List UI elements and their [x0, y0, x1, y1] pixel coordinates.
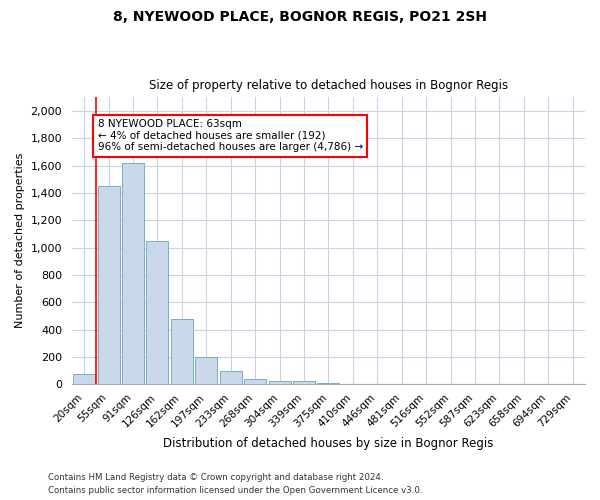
Bar: [98, 186, 119, 384]
Bar: [195, 357, 217, 384]
Bar: [73, 374, 95, 384]
Bar: [269, 381, 290, 384]
Bar: [220, 370, 242, 384]
Bar: [171, 318, 193, 384]
Bar: [293, 382, 315, 384]
Bar: [122, 163, 144, 384]
Y-axis label: Number of detached properties: Number of detached properties: [15, 153, 25, 328]
Bar: [317, 383, 340, 384]
Bar: [146, 241, 169, 384]
Title: Size of property relative to detached houses in Bognor Regis: Size of property relative to detached ho…: [149, 79, 508, 92]
Text: 8, NYEWOOD PLACE, BOGNOR REGIS, PO21 2SH: 8, NYEWOOD PLACE, BOGNOR REGIS, PO21 2SH: [113, 10, 487, 24]
Bar: [244, 378, 266, 384]
Text: Contains HM Land Registry data © Crown copyright and database right 2024.
Contai: Contains HM Land Registry data © Crown c…: [48, 474, 422, 495]
X-axis label: Distribution of detached houses by size in Bognor Regis: Distribution of detached houses by size …: [163, 437, 494, 450]
Text: 8 NYEWOOD PLACE: 63sqm
← 4% of detached houses are smaller (192)
96% of semi-det: 8 NYEWOOD PLACE: 63sqm ← 4% of detached …: [98, 119, 362, 152]
